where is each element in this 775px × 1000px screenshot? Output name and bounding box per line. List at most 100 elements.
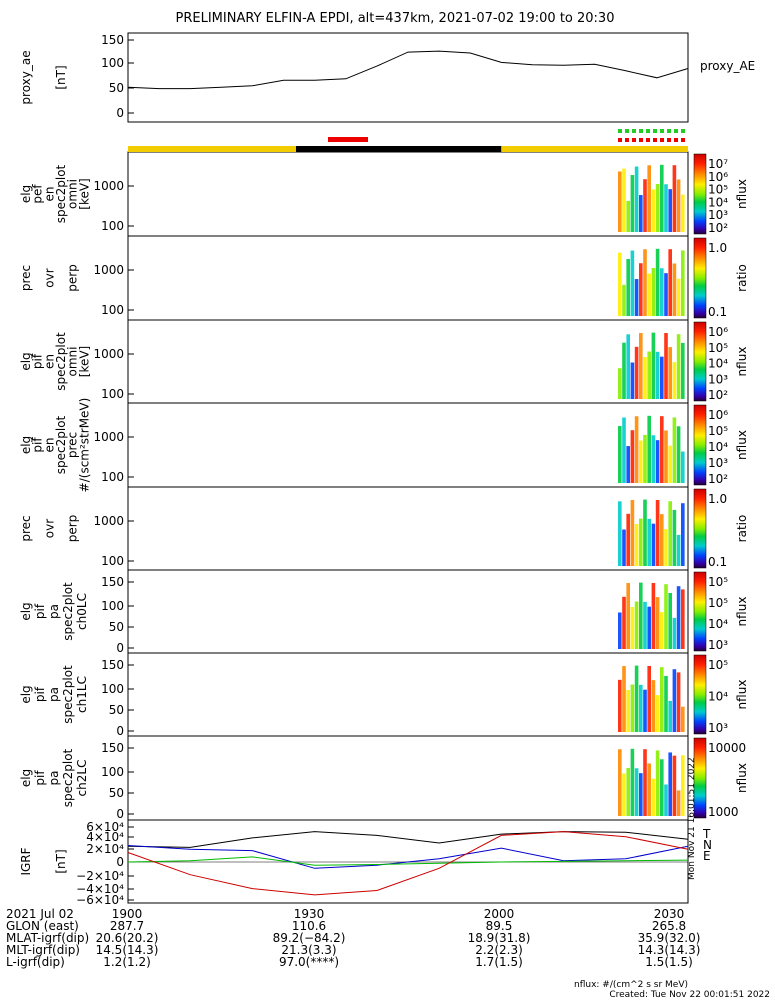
spectrogram-column [664, 584, 668, 649]
colorbar-label: 10000 [708, 741, 746, 755]
spectrogram-column [676, 672, 681, 732]
ylabel-line: pif [33, 603, 47, 619]
ephemeris-value: 35.9(32.0) [638, 931, 701, 945]
green-marker [660, 129, 664, 133]
ylabel-line: ovr [42, 268, 56, 287]
red-marker [618, 138, 622, 142]
colorbar-label: 10³ [708, 372, 728, 386]
spectrogram-column [630, 175, 635, 232]
colorbar-label: 10⁴ [708, 195, 728, 209]
spectrogram-column [622, 417, 626, 483]
spectrogram-column [643, 749, 647, 816]
ylabel-line: proxy_ae [19, 50, 33, 104]
spectrogram-column [643, 356, 647, 399]
ephemeris-row-label: L-igrf(dip) [6, 955, 65, 969]
grf-legend-label: T [702, 827, 711, 841]
green-marker [618, 129, 622, 133]
science-zone-marker [328, 137, 368, 142]
panel-ylabel: prec ovr perp [19, 264, 80, 292]
spectrogram-column [664, 784, 668, 816]
y-tick-label: 4×10⁴ [86, 830, 124, 844]
ephemeris-value: 1930 [294, 907, 325, 921]
colorbar-label: 10⁶ [708, 408, 728, 422]
y-tick-label: 50 [109, 81, 124, 95]
colorbar-label: 10⁵ [708, 575, 728, 589]
spectrogram-column [681, 706, 685, 732]
spectrogram-column [668, 347, 672, 399]
ephemeris-value: 14.3(14.3) [638, 943, 701, 957]
spectrogram-column [622, 284, 626, 316]
colorbar-title: ratio [735, 264, 749, 292]
y-tick-label: 6×10⁴ [86, 820, 124, 834]
ephemeris-value: 265.8 [652, 919, 686, 933]
colorbar-label: 10² [708, 388, 728, 402]
colorbar-label: 10⁷ [708, 157, 728, 171]
ephemeris-row-label: GLON (east) [6, 919, 79, 933]
spectrogram-column [626, 583, 630, 649]
colorbar-label: 10⁴ [708, 617, 728, 631]
spectrogram-column [618, 679, 622, 732]
spectrogram-column [622, 529, 626, 566]
spectrogram-data [618, 164, 685, 232]
ylabel-line: ch0LC [75, 593, 89, 630]
spectrogram-column [676, 334, 681, 399]
ylabel-line: spec2plot [61, 665, 75, 724]
spectrogram-column [630, 430, 635, 483]
spectrogram-column [672, 509, 677, 566]
red-marker [667, 138, 671, 142]
panel-frame [127, 735, 689, 821]
red-marker [632, 138, 636, 142]
spectrogram-data [618, 748, 685, 816]
ephemeris-value: 89.5 [486, 919, 513, 933]
y-tick-label: 0 [116, 855, 124, 869]
red-marker [660, 138, 664, 142]
spectrogram-column [643, 601, 647, 649]
colorbar-title: ratio [735, 515, 749, 543]
ephemeris-value: 20.6(20.2) [96, 931, 159, 945]
spectrogram-column [655, 248, 660, 316]
igrf-series-N [127, 845, 689, 869]
ephemeris-value: 18.9(31.8) [468, 931, 531, 945]
spectrogram-column [618, 612, 622, 649]
y-tick-label: 100 [101, 682, 124, 696]
y-tick-label: 150 [101, 741, 124, 755]
spectrogram-column [626, 334, 630, 399]
spectrogram-column [639, 773, 643, 816]
colorbar-label: 10⁶ [708, 325, 728, 339]
spectrogram-column [651, 435, 656, 483]
spectrogram-column [660, 514, 664, 566]
spectrogram-column [664, 273, 668, 316]
spectrogram-column [660, 164, 664, 232]
spectrogram-data [618, 415, 685, 483]
red-marker [625, 138, 629, 142]
ephemeris-value: 1.7(1.5) [475, 955, 523, 969]
colorbar-label: 10⁴ [708, 357, 728, 371]
panel-frame [127, 319, 689, 404]
ylabel-line: perp [66, 515, 80, 543]
panel-pif_pa_ch1: elg pif pa spec2plot ch1LC 150 100 50 0 10⁵ 10⁴ 10³… [19, 652, 749, 738]
panel-frame [127, 402, 689, 488]
panel-frame [127, 486, 689, 571]
spectrogram-column [681, 503, 685, 566]
spectrogram-column [676, 790, 681, 816]
ephemeris-table: 2021 Jul 02 1900 1930 2000 2030 GLON (east) 28… [6, 907, 700, 969]
colorbar [693, 321, 707, 402]
colorbar-title: nflux [735, 347, 749, 377]
colorbar-label: 10² [708, 221, 728, 235]
y-tick-label: 50 [109, 620, 124, 634]
igrf-series-T [127, 831, 689, 848]
ephemeris-value: 14.5(14.3) [96, 943, 159, 957]
spectrogram-column [622, 342, 626, 399]
spectrogram-column [655, 351, 660, 399]
colorbar-title: nflux [735, 597, 749, 627]
green-marker [639, 129, 643, 133]
ylabel-line: spec2plot [61, 582, 75, 641]
colorbar-title: nflux [735, 763, 749, 793]
green-marker [653, 129, 657, 133]
colorbar-label: 10³ [708, 721, 728, 735]
spectrogram-column [643, 689, 647, 732]
ylabel-line: pif [33, 770, 47, 786]
panel-pif_prec_ratio: prec ovr perp 1000 100 1.0 0.1 ratio [19, 486, 749, 571]
spectrogram-column [668, 445, 672, 483]
